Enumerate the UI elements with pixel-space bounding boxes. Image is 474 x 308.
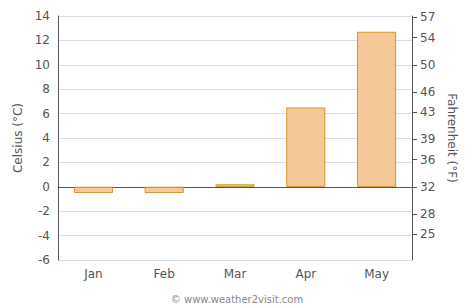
svg-text:10: 10	[35, 58, 50, 72]
svg-text:Apr: Apr	[295, 267, 316, 281]
svg-text:© www.weather2visit.com: © www.weather2visit.com	[171, 294, 303, 305]
svg-text:57: 57	[420, 10, 435, 24]
svg-text:0: 0	[42, 180, 50, 194]
svg-text:Feb: Feb	[154, 267, 175, 281]
svg-text:43: 43	[420, 105, 435, 119]
svg-text:-4: -4	[38, 229, 50, 243]
svg-text:6: 6	[42, 107, 50, 121]
svg-text:39: 39	[420, 132, 435, 146]
svg-text:46: 46	[420, 85, 435, 99]
svg-text:4: 4	[42, 131, 50, 145]
svg-text:Celsius (°C): Celsius (°C)	[11, 103, 25, 173]
svg-text:8: 8	[42, 82, 50, 96]
svg-text:25: 25	[420, 227, 435, 241]
svg-text:36: 36	[420, 153, 435, 167]
svg-text:32: 32	[420, 180, 435, 194]
svg-text:54: 54	[420, 31, 435, 45]
svg-text:Jan: Jan	[83, 267, 103, 281]
svg-text:50: 50	[420, 58, 435, 72]
svg-text:-2: -2	[38, 204, 50, 218]
svg-text:-6: -6	[38, 253, 50, 267]
svg-text:12: 12	[35, 33, 50, 47]
svg-text:May: May	[364, 267, 389, 281]
svg-text:Fahrenheit (°F): Fahrenheit (°F)	[445, 93, 459, 183]
svg-text:28: 28	[420, 207, 435, 221]
svg-text:Mar: Mar	[224, 267, 247, 281]
svg-text:14: 14	[35, 9, 50, 23]
svg-text:2: 2	[42, 155, 50, 169]
